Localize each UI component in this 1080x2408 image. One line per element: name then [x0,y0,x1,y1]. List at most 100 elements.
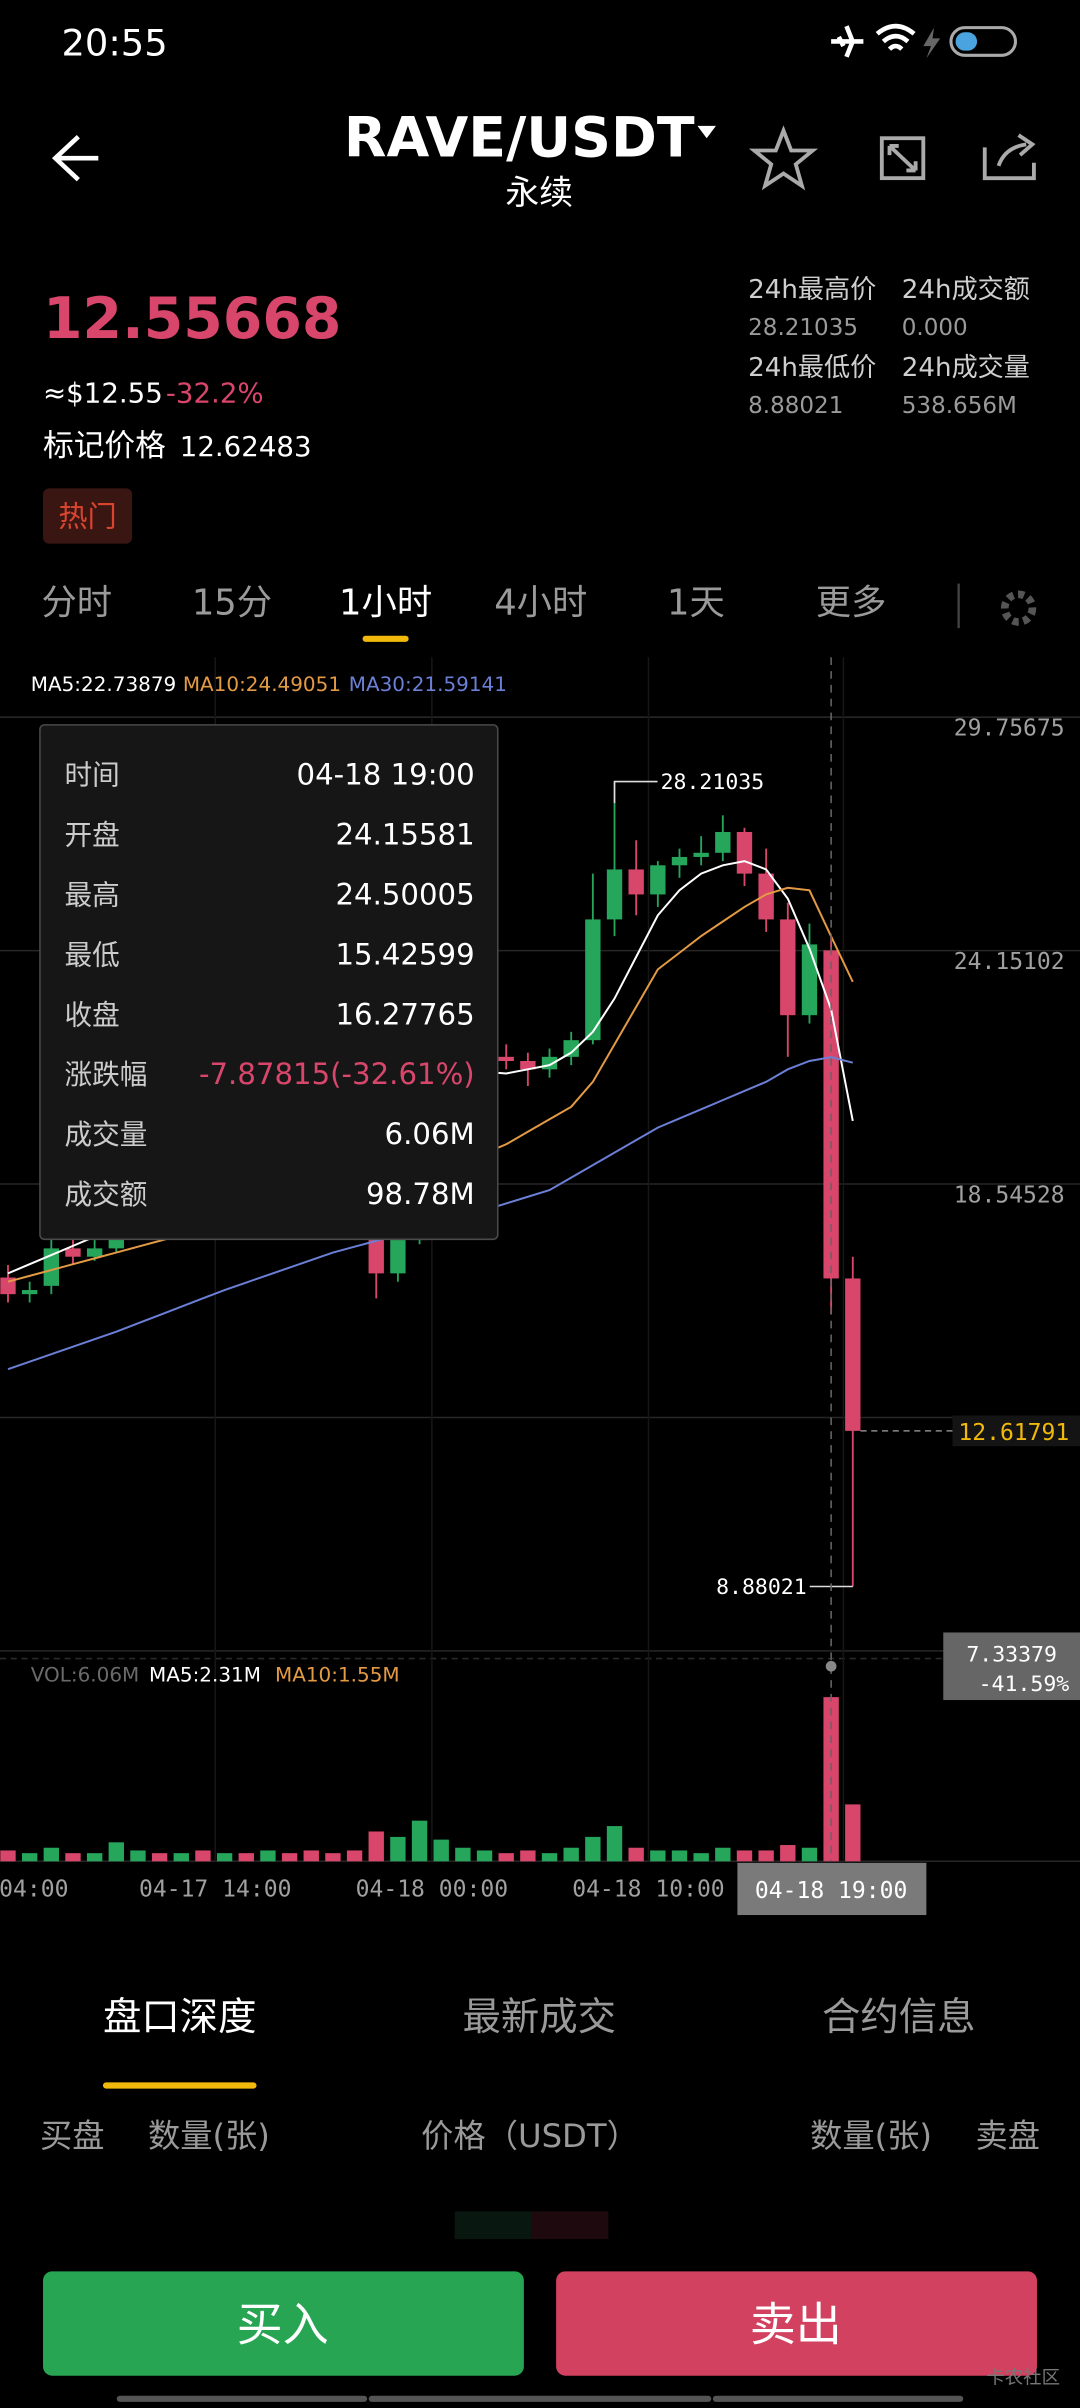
volume-bar [411,1820,428,1862]
y-tick-label: 24.15102 [954,949,1065,975]
volume-bar [130,1850,146,1862]
tooltip-label: 最高 [65,879,120,912]
interval-tab-active[interactable]: 1小时 [339,582,432,623]
share-button[interactable] [982,133,1036,181]
crosshair-price-box [943,1632,1080,1701]
volume-bar [520,1850,536,1862]
last-price: 12.55668 [43,286,341,352]
crosshair-dot [825,1660,837,1672]
stat-value: 28.21035 [748,315,858,341]
fullscreen-button[interactable] [879,136,926,181]
tooltip-label: 涨跌幅 [65,1058,148,1091]
mark-price-value: 12.62483 [180,430,312,463]
interval-tab[interactable]: 1天 [667,582,725,623]
tooltip-value: 04-18 19:00 [297,758,475,792]
pair-title[interactable]: RAVE/USDT [344,107,695,171]
tooltip-box [39,724,499,1241]
chart-overlay: 04-18 19:00 28.21035 8.88021 12.61791 7.3337… [613,657,1080,1916]
tooltip-value: 24.50005 [335,878,474,912]
favorite-button[interactable] [748,125,819,191]
volume-bar [281,1853,298,1862]
x-tick-label: 04:00 [0,1877,68,1903]
volume-bar [260,1850,276,1862]
tooltip-label: 时间 [65,759,120,792]
bottom-tab-active[interactable]: 盘口深度 [103,1995,257,2040]
y-tick-label: 29.75675 [954,716,1065,742]
volume-bar [628,1847,644,1862]
tag-box [43,488,133,544]
book-header: 卖盘 [976,2117,1041,2155]
tooltip-label: 开盘 [65,819,120,852]
stat-label: 24h最高价 [748,275,876,305]
volume-bar [780,1845,796,1862]
volume-bar [390,1836,406,1862]
tooltip-value: 16.27765 [335,997,474,1031]
sell-button-label[interactable]: 卖出 [750,2297,842,2351]
candle-body [368,1235,384,1274]
volume-legend: MA10:1.55M [275,1663,400,1687]
bottom-tab[interactable]: 最新成交 [462,1995,616,2040]
candle-body [628,869,644,895]
candle-body [801,944,818,1016]
candle-body [780,919,796,1016]
candle-body [86,1248,103,1257]
volume-bar [715,1847,731,1862]
buy-button[interactable] [43,2271,524,2376]
candle-body [845,1278,861,1431]
bottom-tab-underline [102,2082,257,2089]
last-price-tag: 12.61791 [958,1420,1069,1446]
depth-bar-buy [454,2211,532,2240]
stat-value: 0.000 [902,315,968,341]
pair-dropdown[interactable] [697,125,716,139]
volume-bar [21,1853,38,1862]
ma-legend: MA30:21.59141 [349,672,507,696]
back-button[interactable] [51,134,99,182]
price-change: -32.2% [166,376,264,409]
tag-text: 热门 [58,500,116,534]
interval-tab[interactable]: 15分 [192,582,272,623]
volume-bar [43,1847,59,1862]
candle-body [650,865,666,895]
volume-bar [541,1853,558,1862]
volume-bar [476,1850,493,1862]
settings-button[interactable] [1000,590,1037,626]
ma-legend: MA5:22.73879 [31,672,177,696]
airplane-icon [831,25,864,58]
x-tick-label: 04-18 10:00 [572,1877,724,1903]
crosshair-time: 04-18 19:00 [755,1878,907,1904]
gear-teeth [1000,590,1037,626]
tooltip-label: 成交额 [65,1178,148,1211]
tooltip-value: 6.06M [385,1117,475,1151]
candle-body [693,852,709,857]
volume-bar [151,1853,168,1862]
candle-body [563,1040,579,1057]
volume-bar [845,1804,861,1862]
volume-bar [303,1850,319,1862]
bottom-tab[interactable]: 合约信息 [822,1995,976,2040]
volume-bar [801,1847,818,1862]
x-tick-label: 04-17 14:00 [139,1877,291,1903]
interval-tab[interactable]: 分时 [41,582,112,623]
volume-bar [216,1853,233,1862]
sell-button[interactable] [556,2271,1037,2376]
stat-value: 8.88021 [748,393,843,419]
candle-body [21,1290,38,1295]
candle-body [736,831,753,874]
volume-bar [86,1853,103,1862]
interval-tab[interactable]: 更多 [816,582,887,623]
volume-bar [606,1826,623,1862]
stat-value: 538.656M [902,393,1017,419]
book-header: 数量(张) [148,2117,270,2155]
tooltip: 时间 04-18 19:00 开盘 24.15581 最高 24.50005 最低 15.42… [39,724,499,1241]
book-header: 价格（USDT） [421,2117,639,2155]
tooltip-value: 24.15581 [335,818,474,852]
battery-icon [949,26,1018,57]
stat-label: 24h成交量 [902,353,1030,383]
volume-bar [585,1836,601,1862]
buy-button-label[interactable]: 买入 [237,2297,329,2351]
volume-bar [325,1853,341,1862]
interval-tab[interactable]: 4小时 [494,582,587,623]
high-label: 28.21035 [661,770,765,795]
candle-body [520,1060,536,1070]
